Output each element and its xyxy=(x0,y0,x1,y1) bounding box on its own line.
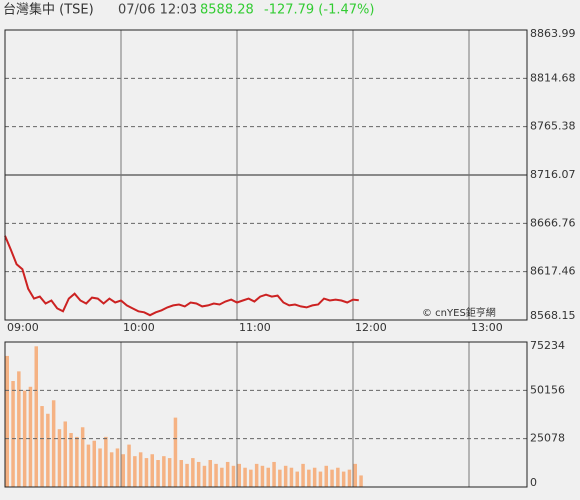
volume-bar xyxy=(127,444,131,487)
volume-bar xyxy=(272,461,276,487)
volume-bar xyxy=(324,465,328,487)
volume-bar xyxy=(202,465,207,487)
price-line xyxy=(4,235,359,317)
time: 07/06 12:03 xyxy=(118,3,197,18)
x-tick-label: 10:00 xyxy=(123,321,155,334)
y-tick-label: 8863.99 xyxy=(530,27,576,40)
y-tick-label: 50156 xyxy=(530,383,565,396)
plot-frame xyxy=(4,29,528,321)
y-tick-label: 8716.07 xyxy=(530,168,576,181)
volume-bar xyxy=(80,427,85,487)
x-tick-label: 13:00 xyxy=(471,321,503,334)
title: 台灣集中 (TSE) xyxy=(3,2,94,18)
volume-bar xyxy=(69,433,73,487)
plot-frame xyxy=(4,341,528,488)
volume-bar xyxy=(179,460,183,487)
volume-bar xyxy=(231,465,236,487)
volume-bar xyxy=(237,463,241,487)
y-tick-label: 75234 xyxy=(530,339,565,352)
volume-bar xyxy=(17,371,21,487)
volume-bar xyxy=(214,463,218,487)
volume-bar xyxy=(162,456,166,487)
x-tick-label: 09:00 xyxy=(7,321,39,334)
y-tick-label: 8666.76 xyxy=(530,216,576,229)
volume-bar xyxy=(295,471,299,487)
volume-bar xyxy=(104,436,108,487)
y-tick-label: 25078 xyxy=(530,432,565,445)
volume-bar xyxy=(173,417,178,487)
volume-bar xyxy=(225,461,230,487)
volume-bar xyxy=(51,400,56,487)
annotation: © cnYES鉅亨網 xyxy=(422,306,496,319)
volume-bar xyxy=(254,463,259,487)
volume-bar xyxy=(22,390,27,487)
volume-bar xyxy=(86,444,91,487)
volume-bar xyxy=(289,467,294,487)
volume-bar xyxy=(336,467,340,487)
volume-bar xyxy=(283,465,288,487)
volume-bar xyxy=(63,421,67,487)
y-tick-label: 8617.46 xyxy=(530,265,576,278)
volume-bar xyxy=(191,458,195,487)
volume-bar xyxy=(330,469,334,487)
volume-bar xyxy=(92,440,96,487)
y-tick-label: 8568.15 xyxy=(530,309,576,322)
volume-bar xyxy=(266,467,270,487)
x-tick-label: 12:00 xyxy=(355,321,387,334)
volume-bar xyxy=(185,463,189,487)
volume-bar xyxy=(353,463,357,487)
volume-bar xyxy=(156,460,160,487)
volume-bar xyxy=(5,355,9,487)
volume-bar xyxy=(150,454,154,487)
volume-bar xyxy=(115,448,120,487)
volume-bar xyxy=(312,467,317,487)
volume-bar xyxy=(109,452,114,487)
volume-bar xyxy=(260,465,265,487)
volume-bar xyxy=(341,471,346,487)
price: 8588.28 xyxy=(200,3,254,18)
volume-bar xyxy=(318,471,323,487)
volume-bar xyxy=(243,467,247,487)
volume-bar xyxy=(40,406,44,487)
y-tick-label: 8814.68 xyxy=(530,71,576,84)
volume-bar xyxy=(75,436,79,487)
volume-bar xyxy=(347,469,352,487)
volume-bar xyxy=(144,458,149,487)
volume-bar xyxy=(167,458,172,487)
volume-bar xyxy=(98,448,102,487)
y-tick-label: 0 xyxy=(530,476,537,489)
volume-bar xyxy=(359,475,363,487)
volume-bar xyxy=(249,469,253,487)
volume-bar xyxy=(121,454,125,487)
x-tick-label: 11:00 xyxy=(239,321,271,334)
y-tick-label: 8765.38 xyxy=(530,120,576,133)
volume-bar xyxy=(46,413,50,487)
volume-bar xyxy=(28,386,33,487)
volume-bar xyxy=(11,380,15,487)
volume-bar xyxy=(278,469,282,487)
change: -127.79 (-1.47%) xyxy=(264,3,374,18)
volume-bar xyxy=(208,460,212,487)
volume-bar xyxy=(196,461,201,487)
volume-bar xyxy=(307,469,311,487)
volume-bar xyxy=(34,346,38,487)
volume-bar xyxy=(133,456,137,487)
volume-bar xyxy=(301,463,305,487)
volume-bar xyxy=(220,467,224,487)
volume-bar xyxy=(57,429,62,487)
volume-bar xyxy=(138,452,143,487)
